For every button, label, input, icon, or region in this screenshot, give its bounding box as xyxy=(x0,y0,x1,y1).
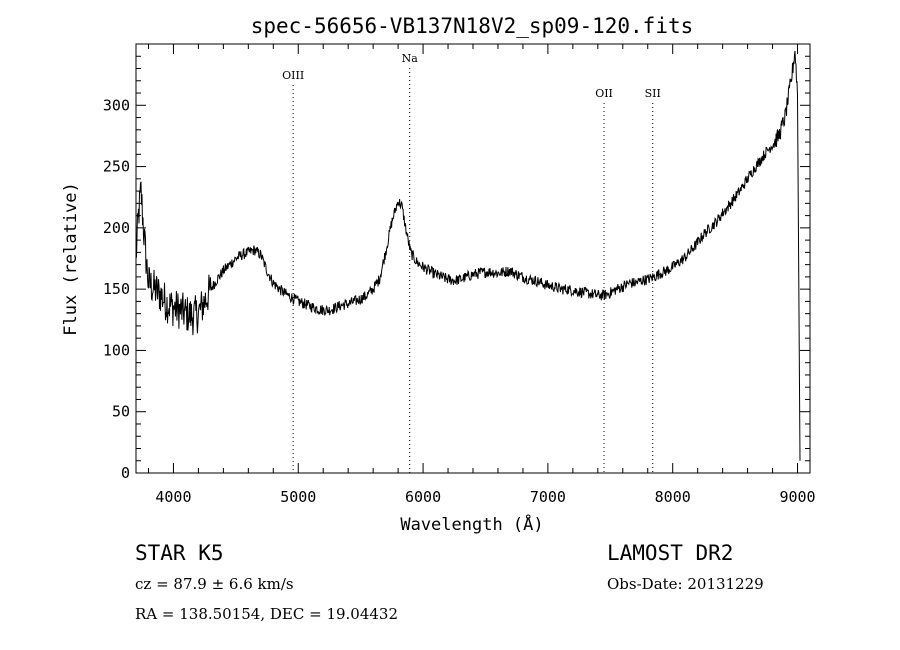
y-tick-label: 0 xyxy=(121,464,130,482)
ra-dec-coordinates: RA = 138.50154, DEC = 19.04432 xyxy=(135,605,399,623)
object-class: STAR K5 xyxy=(135,541,224,565)
y-tick-label: 300 xyxy=(103,96,130,114)
x-axis: 4000 5000 6000 7000 8000 9000 xyxy=(147,44,816,506)
y-axis-label: Flux (relative) xyxy=(61,182,81,336)
x-tick-label: 9000 xyxy=(779,488,815,506)
marker-label: OIII xyxy=(282,69,304,82)
x-tick-label: 7000 xyxy=(530,488,566,506)
marker-label: Na xyxy=(402,52,419,65)
marker-label: OII xyxy=(595,87,613,100)
spectrum-line xyxy=(135,50,801,461)
y-tick-label: 200 xyxy=(103,219,130,237)
y-tick-label: 100 xyxy=(103,341,130,359)
y-tick-label: 150 xyxy=(103,280,130,298)
x-tick-label: 5000 xyxy=(280,488,316,506)
survey-name: LAMOST DR2 xyxy=(607,541,734,565)
redshift-velocity: cz = 87.9 ± 6.6 km/s xyxy=(135,575,294,593)
marker-label: SII xyxy=(645,87,661,100)
emission-line-markers: OIII Na OII SII xyxy=(282,52,661,473)
x-tick-label: 4000 xyxy=(155,488,191,506)
chart-title: spec-56656-VB137N18V2_sp09-120.fits xyxy=(251,14,694,38)
observation-date: Obs-Date: 20131229 xyxy=(607,575,764,593)
y-axis: 0 50 100 150 200 250 300 xyxy=(103,55,810,482)
y-tick-label: 250 xyxy=(103,158,130,176)
x-axis-label: Wavelength (Å) xyxy=(400,513,543,535)
x-tick-label: 8000 xyxy=(655,488,691,506)
x-tick-label: 6000 xyxy=(405,488,441,506)
y-tick-label: 50 xyxy=(112,403,130,421)
